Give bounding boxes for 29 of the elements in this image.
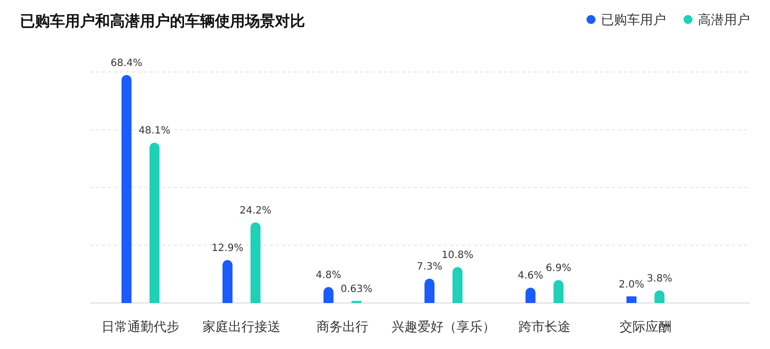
x-tick-label: 商务出行 xyxy=(316,320,368,335)
x-tick-label: 兴趣爱好（享乐） xyxy=(392,319,496,335)
data-label: 7.3% xyxy=(416,262,442,273)
bar xyxy=(222,260,232,303)
data-label: 6.9% xyxy=(546,262,572,274)
bar xyxy=(122,74,132,303)
data-label: 68.4% xyxy=(110,58,142,69)
data-label: 3.8% xyxy=(646,273,672,284)
x-tick-label: 跨市长途 xyxy=(518,320,570,335)
data-label: 12.9% xyxy=(212,242,244,254)
legend-label: 高潜用户 xyxy=(698,12,750,28)
data-label: 48.1% xyxy=(138,126,170,137)
legend-label: 已购车用户 xyxy=(601,13,666,28)
x-tick-label: 交际应酬 xyxy=(620,319,672,335)
data-label: 10.8% xyxy=(442,250,474,261)
data-label: 4.8% xyxy=(316,270,342,281)
bar xyxy=(424,278,434,303)
bar xyxy=(250,222,260,303)
data-label: 0.63% xyxy=(340,284,372,295)
chart-title: 已购车用户和高潜用户的车辆使用场景对比 xyxy=(20,12,305,30)
x-tick-label: 家庭出行接送 xyxy=(202,319,280,335)
data-label: 2.0% xyxy=(618,279,644,290)
data-label: 24.2% xyxy=(240,205,272,216)
bar xyxy=(452,267,462,303)
bar xyxy=(626,296,636,303)
data-label: 4.6% xyxy=(518,270,544,282)
bar xyxy=(554,280,564,303)
x-tick-label: 日常通勤代步 xyxy=(102,320,180,335)
bar xyxy=(150,142,160,303)
